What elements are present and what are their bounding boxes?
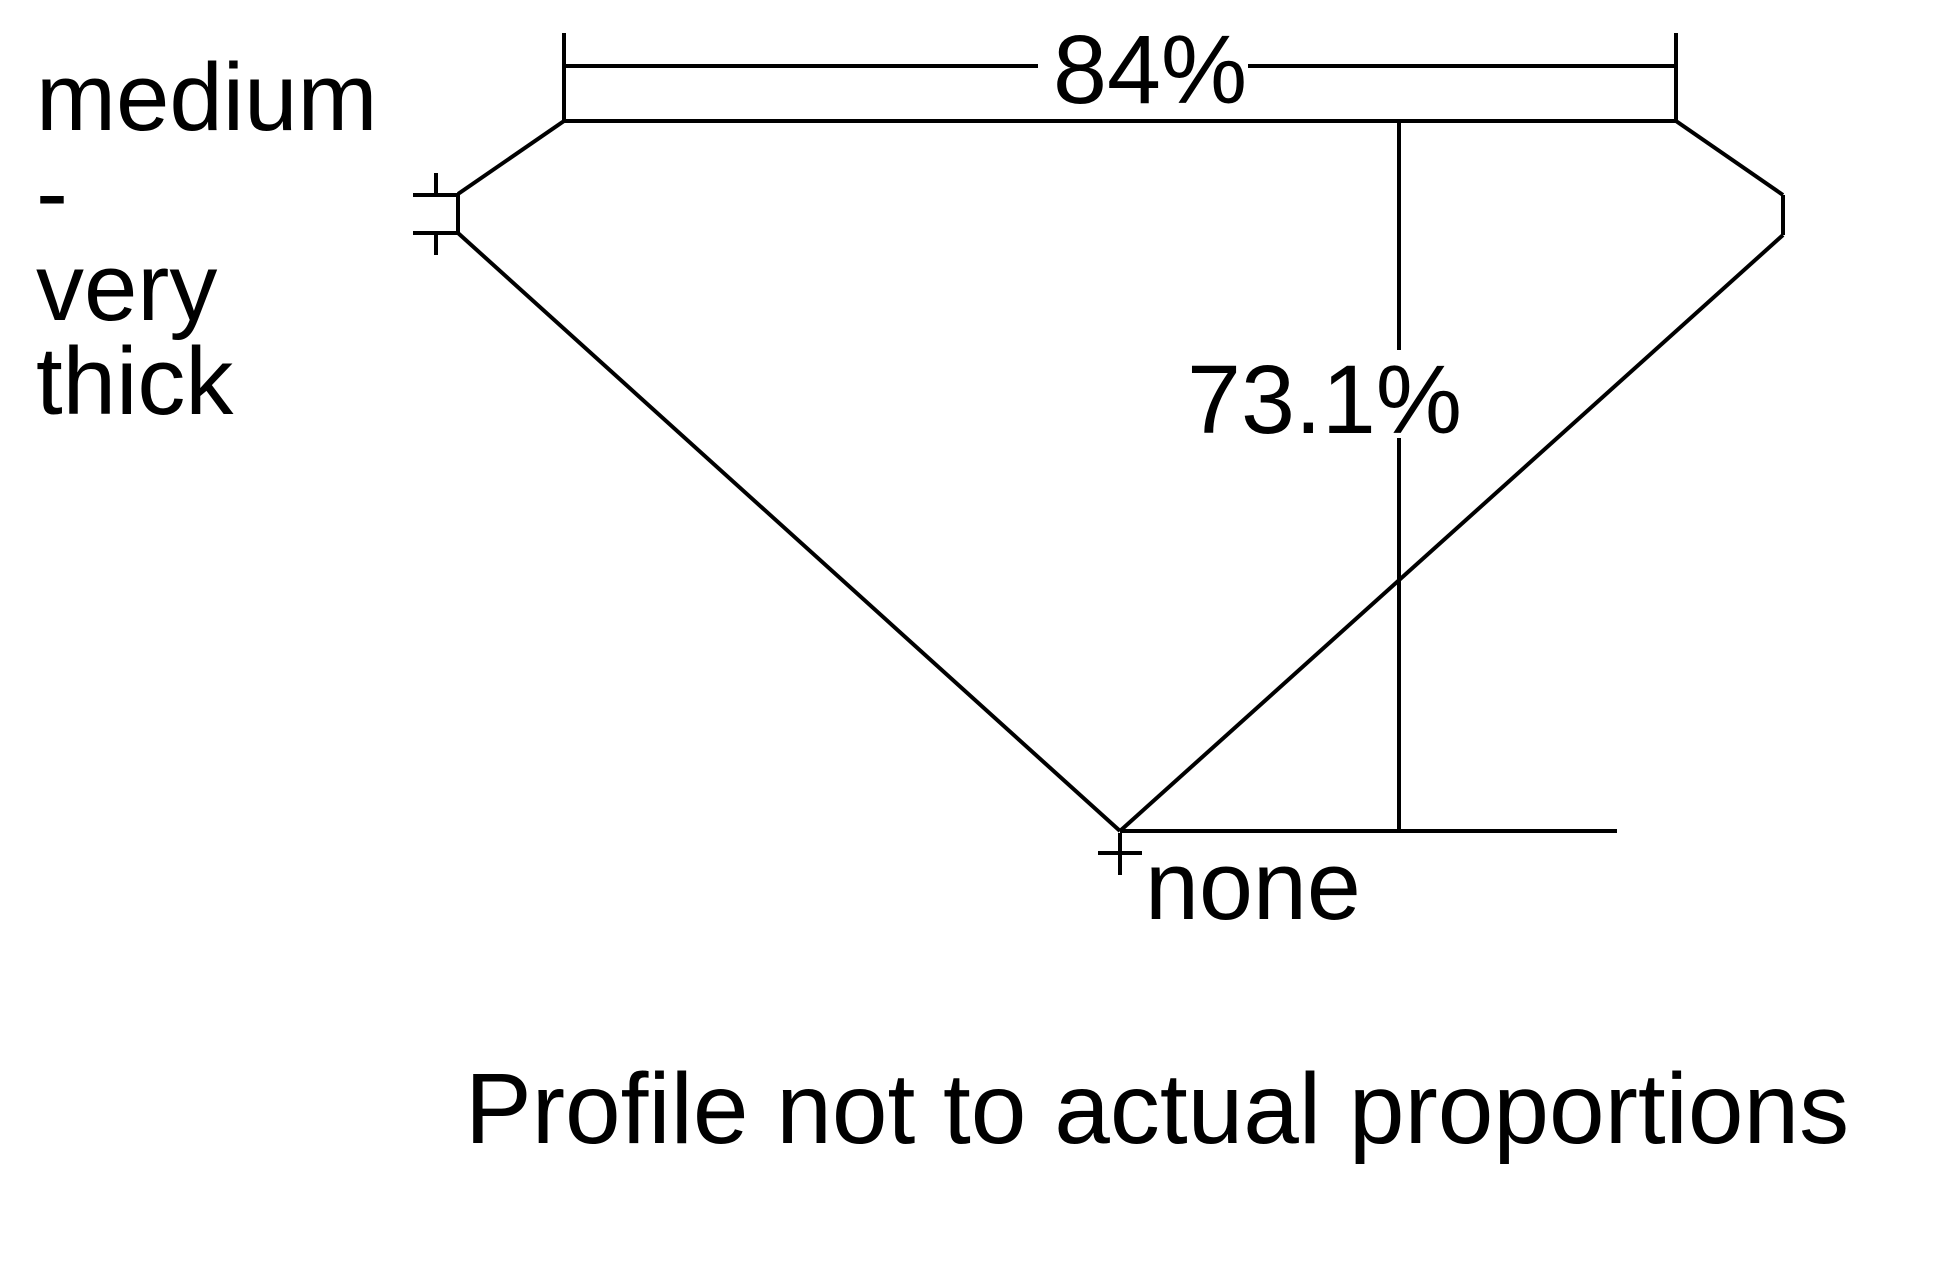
- girdle-thickness-label-line-3: very: [36, 234, 217, 341]
- girdle-thickness-label-line-2: -: [36, 139, 68, 246]
- crown-right-line: [1674, 119, 1785, 197]
- table-percentage-label: 84%: [1053, 15, 1247, 124]
- girdle-thickness-label-line-1: medium: [36, 44, 377, 151]
- pavilion-right-line: [1118, 233, 1785, 833]
- girdle-thickness-label-line-4: thick: [36, 328, 234, 435]
- culet-size-label: none: [1145, 831, 1361, 940]
- crown-left-line: [456, 119, 566, 196]
- diagram-caption: Profile not to actual proportions: [465, 1053, 1849, 1165]
- pavilion-left-line: [456, 231, 1122, 833]
- depth-percentage-label: 73.1%: [1187, 345, 1462, 454]
- girdle-thickness-label: medium - very thick: [36, 44, 377, 435]
